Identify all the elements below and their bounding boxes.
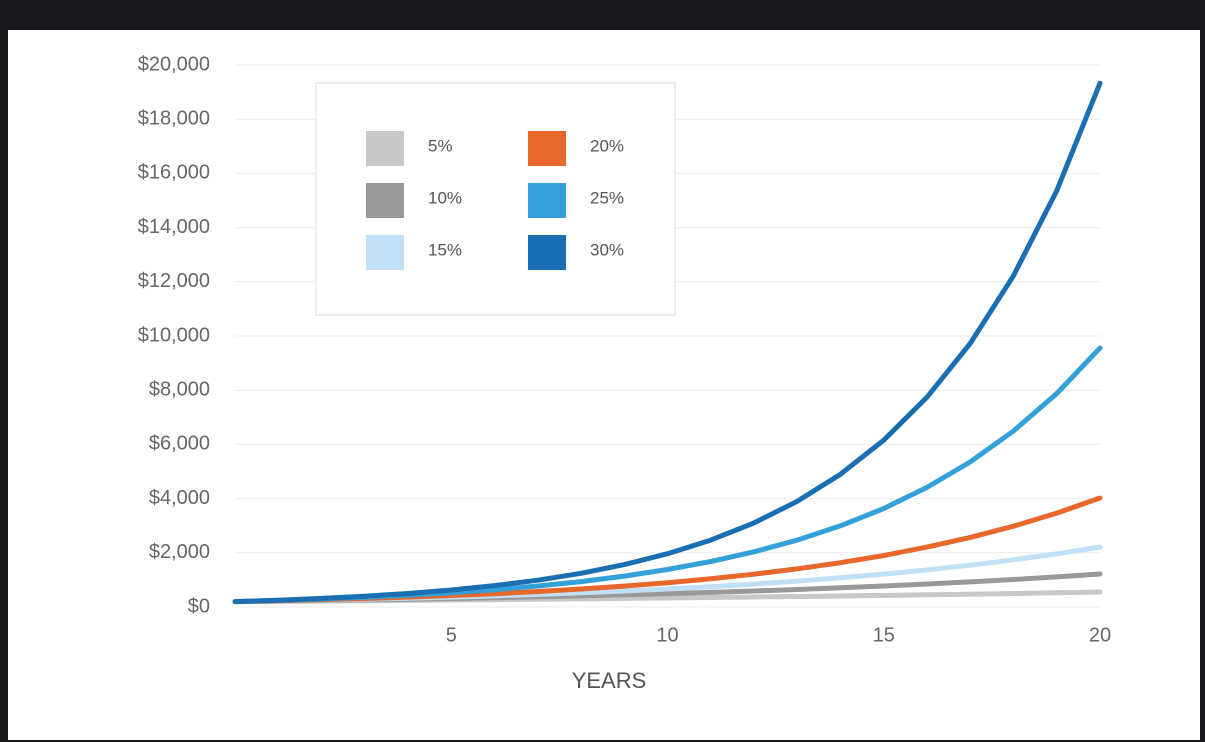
y-tick-label: $18,000 — [138, 107, 210, 129]
legend-label: 20% — [590, 136, 624, 155]
legend-label: 15% — [428, 240, 462, 259]
y-tick-label: $14,000 — [138, 216, 210, 238]
legend-swatch — [528, 131, 566, 166]
legend-swatch — [528, 183, 566, 218]
y-tick-label: $8,000 — [149, 378, 210, 400]
y-tick-label: $10,000 — [138, 324, 210, 346]
x-tick-label: 10 — [656, 624, 678, 646]
y-tick-label: $0 — [188, 595, 210, 617]
y-tick-label: $20,000 — [138, 53, 210, 75]
legend-swatch — [366, 183, 404, 218]
y-tick-label: $12,000 — [138, 270, 210, 292]
y-tick-label: $4,000 — [149, 487, 210, 509]
legend-label: 25% — [590, 188, 624, 207]
y-tick-label: $16,000 — [138, 162, 210, 184]
x-tick-label: 15 — [873, 624, 895, 646]
y-tick-label: $2,000 — [149, 541, 210, 563]
legend-swatch — [366, 235, 404, 270]
legend-label: 30% — [590, 240, 624, 259]
x-tick-label: 20 — [1089, 624, 1111, 646]
x-axis-label: YEARS — [572, 668, 647, 693]
legend-label: 5% — [428, 136, 453, 155]
legend-swatch — [528, 235, 566, 270]
x-tick-label: 5 — [446, 624, 457, 646]
legend-label: 10% — [428, 188, 462, 207]
legend-swatch — [366, 131, 404, 166]
data-line — [232, 80, 1103, 605]
y-tick-label: $6,000 — [149, 433, 210, 455]
